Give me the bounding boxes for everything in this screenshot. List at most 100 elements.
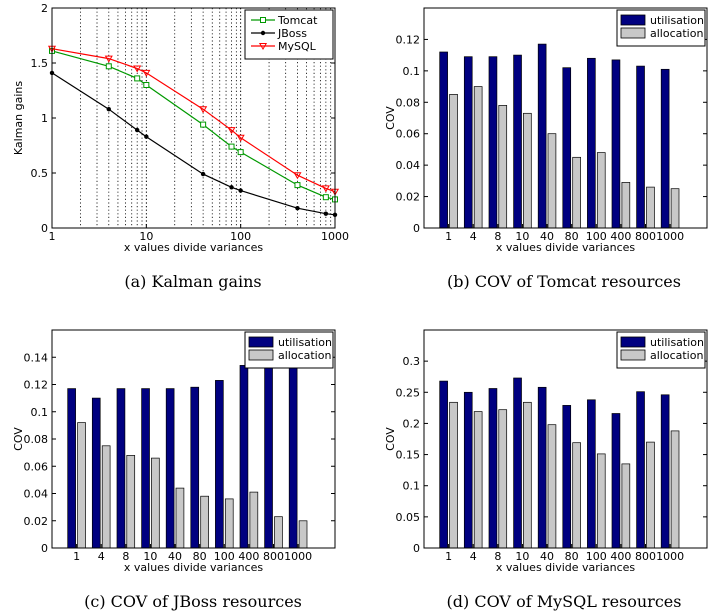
marker-dot: [260, 30, 266, 36]
x-tick-label: 40: [540, 550, 554, 563]
bar-utilisation: [165, 388, 175, 549]
y-tick-label: 0.05: [396, 511, 421, 524]
x-axis-label: x values divide variances: [496, 241, 635, 254]
marker-dot: [295, 206, 300, 211]
y-tick-label: 0.3: [403, 355, 421, 368]
bar-allocation: [449, 94, 458, 229]
x-tick-label: 800: [635, 550, 656, 563]
x-tick-label: 1000: [656, 230, 684, 243]
bar-utilisation: [215, 380, 224, 549]
x-tick-label: 800: [263, 550, 284, 563]
bar-allocation: [523, 401, 532, 549]
x-tick-label: 4: [470, 230, 477, 243]
y-tick-label: 0.12: [24, 379, 49, 392]
bar-utilisation: [91, 397, 101, 549]
caption-cov-mysql: (d) COV of MySQL resources: [447, 592, 682, 611]
x-tick-label: 40: [168, 550, 182, 563]
x-tick-label: 8: [494, 550, 501, 563]
x-tick-label: 10: [139, 230, 153, 243]
legend-label: utilisation: [650, 14, 704, 27]
legend-label: MySQL: [278, 40, 317, 53]
marker-dot: [200, 171, 206, 177]
legend-swatch: [620, 336, 646, 348]
y-tick-label: 0.1: [403, 480, 421, 493]
bar-utilisation: [141, 388, 150, 549]
y-tick-label: 2: [41, 2, 48, 15]
bar-utilisation: [660, 394, 670, 549]
x-tick-label: 4: [98, 550, 105, 563]
y-tick-label: 0: [41, 222, 48, 235]
x-tick-label: 80: [193, 550, 207, 563]
bar-allocation: [200, 495, 209, 549]
marker-triangle: [104, 55, 113, 63]
bar-utilisation: [239, 365, 249, 549]
bar-utilisation: [463, 56, 473, 229]
bar-utilisation: [537, 43, 547, 229]
marker-dot: [229, 185, 234, 190]
x-tick-label: 1: [445, 230, 452, 243]
legend-swatch: [248, 349, 274, 361]
marker-triangle: [236, 134, 245, 142]
x-axis-label: x values divide variances: [124, 561, 263, 574]
bar-allocation: [621, 182, 631, 229]
caption-cov-jboss: (c) COV of JBoss resources: [84, 592, 302, 611]
x-tick-label: 100: [214, 550, 235, 563]
bar-utilisation: [562, 67, 572, 229]
x-tick-label: 8: [494, 230, 501, 243]
x-tick-label: 800: [635, 230, 656, 243]
bar-utilisation: [562, 405, 572, 549]
bar-utilisation: [288, 363, 298, 549]
marker-dot: [238, 188, 243, 193]
plot-frame: [51, 7, 336, 229]
x-tick-label: 100: [586, 550, 607, 563]
y-tick-label: 0.02: [396, 191, 421, 204]
legend-label: utilisation: [278, 336, 332, 349]
bar-allocation: [547, 424, 557, 549]
marker-square: [237, 149, 244, 156]
bar-utilisation: [264, 365, 273, 549]
bar-utilisation: [636, 391, 645, 549]
legend-swatch: [620, 349, 646, 361]
bar-utilisation: [587, 399, 596, 549]
bar-allocation: [126, 455, 136, 549]
y-axis-label: COV: [12, 427, 25, 451]
y-tick-label: 0.14: [24, 351, 49, 364]
y-tick-label: 0.25: [396, 386, 421, 399]
y-tick-label: 0.5: [31, 167, 49, 180]
y-tick-label: 0.2: [403, 417, 421, 430]
plot-frame: [423, 329, 708, 549]
y-tick-label: 0.04: [396, 159, 421, 172]
marker-square: [322, 194, 329, 201]
bar-allocation: [670, 430, 680, 549]
y-tick-label: 0.08: [396, 96, 421, 109]
x-tick-label: 1000: [284, 550, 312, 563]
bar-utilisation: [636, 65, 645, 229]
y-tick-label: 0: [413, 222, 420, 235]
marker-triangle: [321, 185, 330, 193]
x-tick-label: 10: [515, 550, 529, 563]
x-tick-label: 80: [565, 550, 579, 563]
legend-label: JBoss: [277, 27, 307, 40]
y-tick-label: 0.1: [31, 406, 49, 419]
x-tick-label: 400: [610, 550, 631, 563]
bar-utilisation: [611, 59, 621, 229]
y-tick-label: 1.5: [31, 57, 49, 70]
x-tick-label: 1: [73, 550, 80, 563]
x-tick-label: 100: [586, 230, 607, 243]
marker-square: [105, 63, 112, 70]
bar-allocation: [77, 422, 86, 549]
x-tick-label: 80: [565, 230, 579, 243]
bar-utilisation: [116, 388, 126, 549]
marker-square: [294, 182, 301, 189]
x-axis-label: x values divide variances: [496, 561, 635, 574]
bar-utilisation: [587, 57, 596, 229]
bar-utilisation: [660, 68, 670, 229]
series-line-tomcat: [51, 50, 336, 200]
y-tick-label: 0: [413, 542, 420, 555]
y-axis-label: COV: [384, 106, 397, 130]
bar-allocation: [151, 457, 160, 549]
bar-utilisation: [488, 388, 498, 549]
legend-swatch: [248, 336, 274, 348]
bar-allocation: [224, 498, 234, 549]
bar-allocation: [523, 112, 532, 229]
